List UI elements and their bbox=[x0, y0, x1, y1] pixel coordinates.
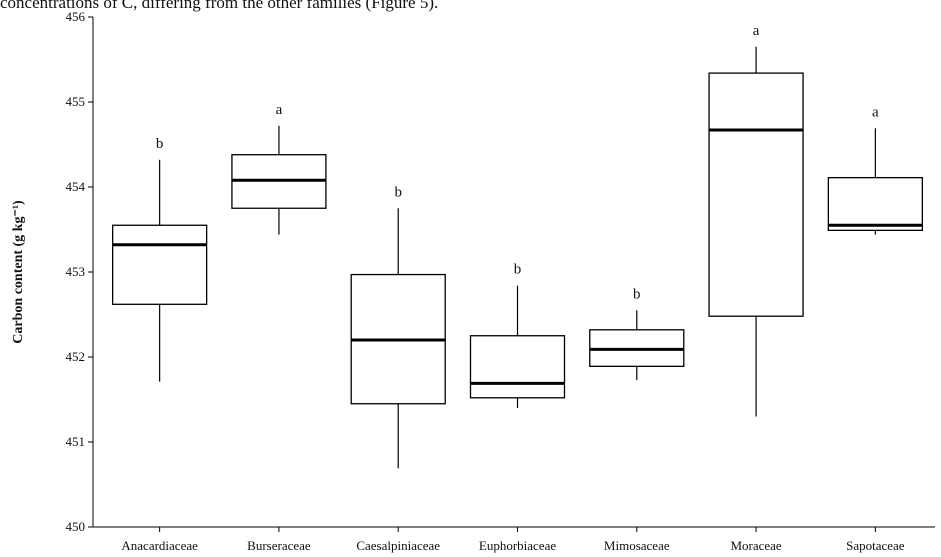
group-letter: a bbox=[276, 102, 283, 118]
y-axis-label: Carbon content (g kg⁻¹) bbox=[11, 200, 26, 344]
group-letter: b bbox=[394, 184, 402, 200]
x-tick-label: Burseraceae bbox=[247, 538, 311, 553]
y-tick-label: 455 bbox=[66, 94, 86, 109]
group-letter: b bbox=[514, 262, 522, 278]
box bbox=[111, 224, 208, 305]
box bbox=[827, 176, 924, 231]
x-tick-label: Sapotaceae bbox=[846, 538, 905, 553]
y-tick-label: 454 bbox=[66, 179, 86, 194]
y-tick-label: 451 bbox=[66, 434, 86, 449]
x-tick-label: Euphorbiaceae bbox=[479, 538, 556, 553]
x-tick-label: Caesalpiniaceae bbox=[356, 538, 440, 553]
x-tick-label: Moraceae bbox=[730, 538, 781, 553]
y-tick-label: 450 bbox=[66, 519, 86, 534]
caption: concentrations of C, differing from the … bbox=[0, 0, 438, 12]
group-letter: a bbox=[872, 104, 879, 120]
y-tick-label: 456 bbox=[66, 9, 86, 24]
x-tick-label: Anacardiaceae bbox=[121, 538, 198, 553]
x-tick-label: Mimosaceae bbox=[604, 538, 670, 553]
group-letter: a bbox=[753, 23, 760, 39]
group-letter: b bbox=[633, 286, 641, 302]
box bbox=[708, 72, 804, 317]
y-tick-label: 452 bbox=[66, 349, 86, 364]
y-tick-label: 453 bbox=[66, 264, 86, 279]
box bbox=[469, 335, 566, 399]
group-letter: b bbox=[156, 136, 164, 152]
